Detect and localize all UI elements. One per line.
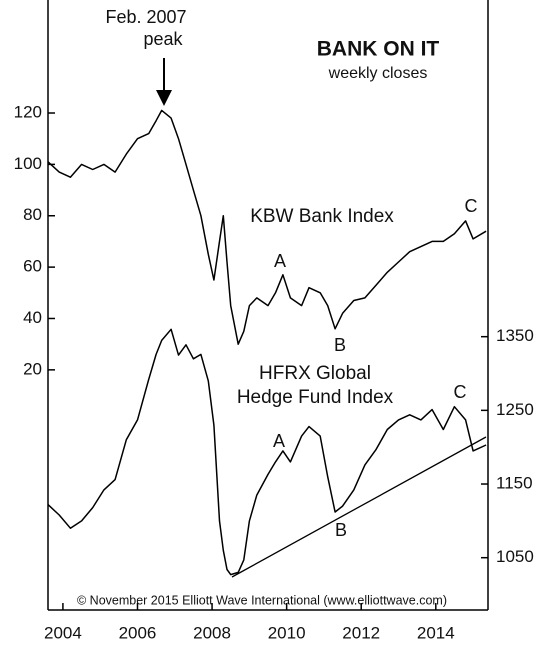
annotation: Feb. 2007 [105,7,186,27]
series-line [47,328,487,576]
y2-tick-label: 1250 [496,400,534,419]
annotation: B [335,520,347,540]
annotation: B [334,335,346,355]
annotation: C [454,382,467,402]
x-tick-label: 2014 [417,623,455,642]
y2-tick-label: 1050 [496,547,534,566]
annotation: peak [143,29,183,49]
annotation: C [465,196,478,216]
annotation: A [274,251,286,271]
x-tick-label: 2010 [268,623,306,642]
series-label: HFRX Global Hedge Fund Index [236,363,394,408]
chart-subtitle: weekly closes [328,65,428,82]
y-tick-label: 80 [23,205,42,224]
x-tick-label: 2008 [193,623,231,642]
x-tick-label: 2006 [119,623,157,642]
arrow-head [156,90,172,106]
series-label: KBW Bank Index [250,206,394,227]
chart-title: BANK ON IT [317,38,440,61]
series-line [47,109,487,345]
y-tick-label: 60 [23,257,42,276]
y2-tick-label: 1150 [496,474,533,493]
y-tick-label: 100 [14,154,42,173]
x-tick-label: 2004 [44,623,82,642]
copyright: © November 2015 Elliott Wave Internation… [77,593,447,607]
y-tick-label: 20 [23,359,42,378]
y2-tick-label: 1350 [496,326,534,345]
y-tick-label: 120 [14,102,42,121]
x-tick-label: 2012 [342,623,380,642]
trend-line [231,436,487,578]
annotation: A [273,431,285,451]
y-tick-label: 40 [23,308,42,327]
